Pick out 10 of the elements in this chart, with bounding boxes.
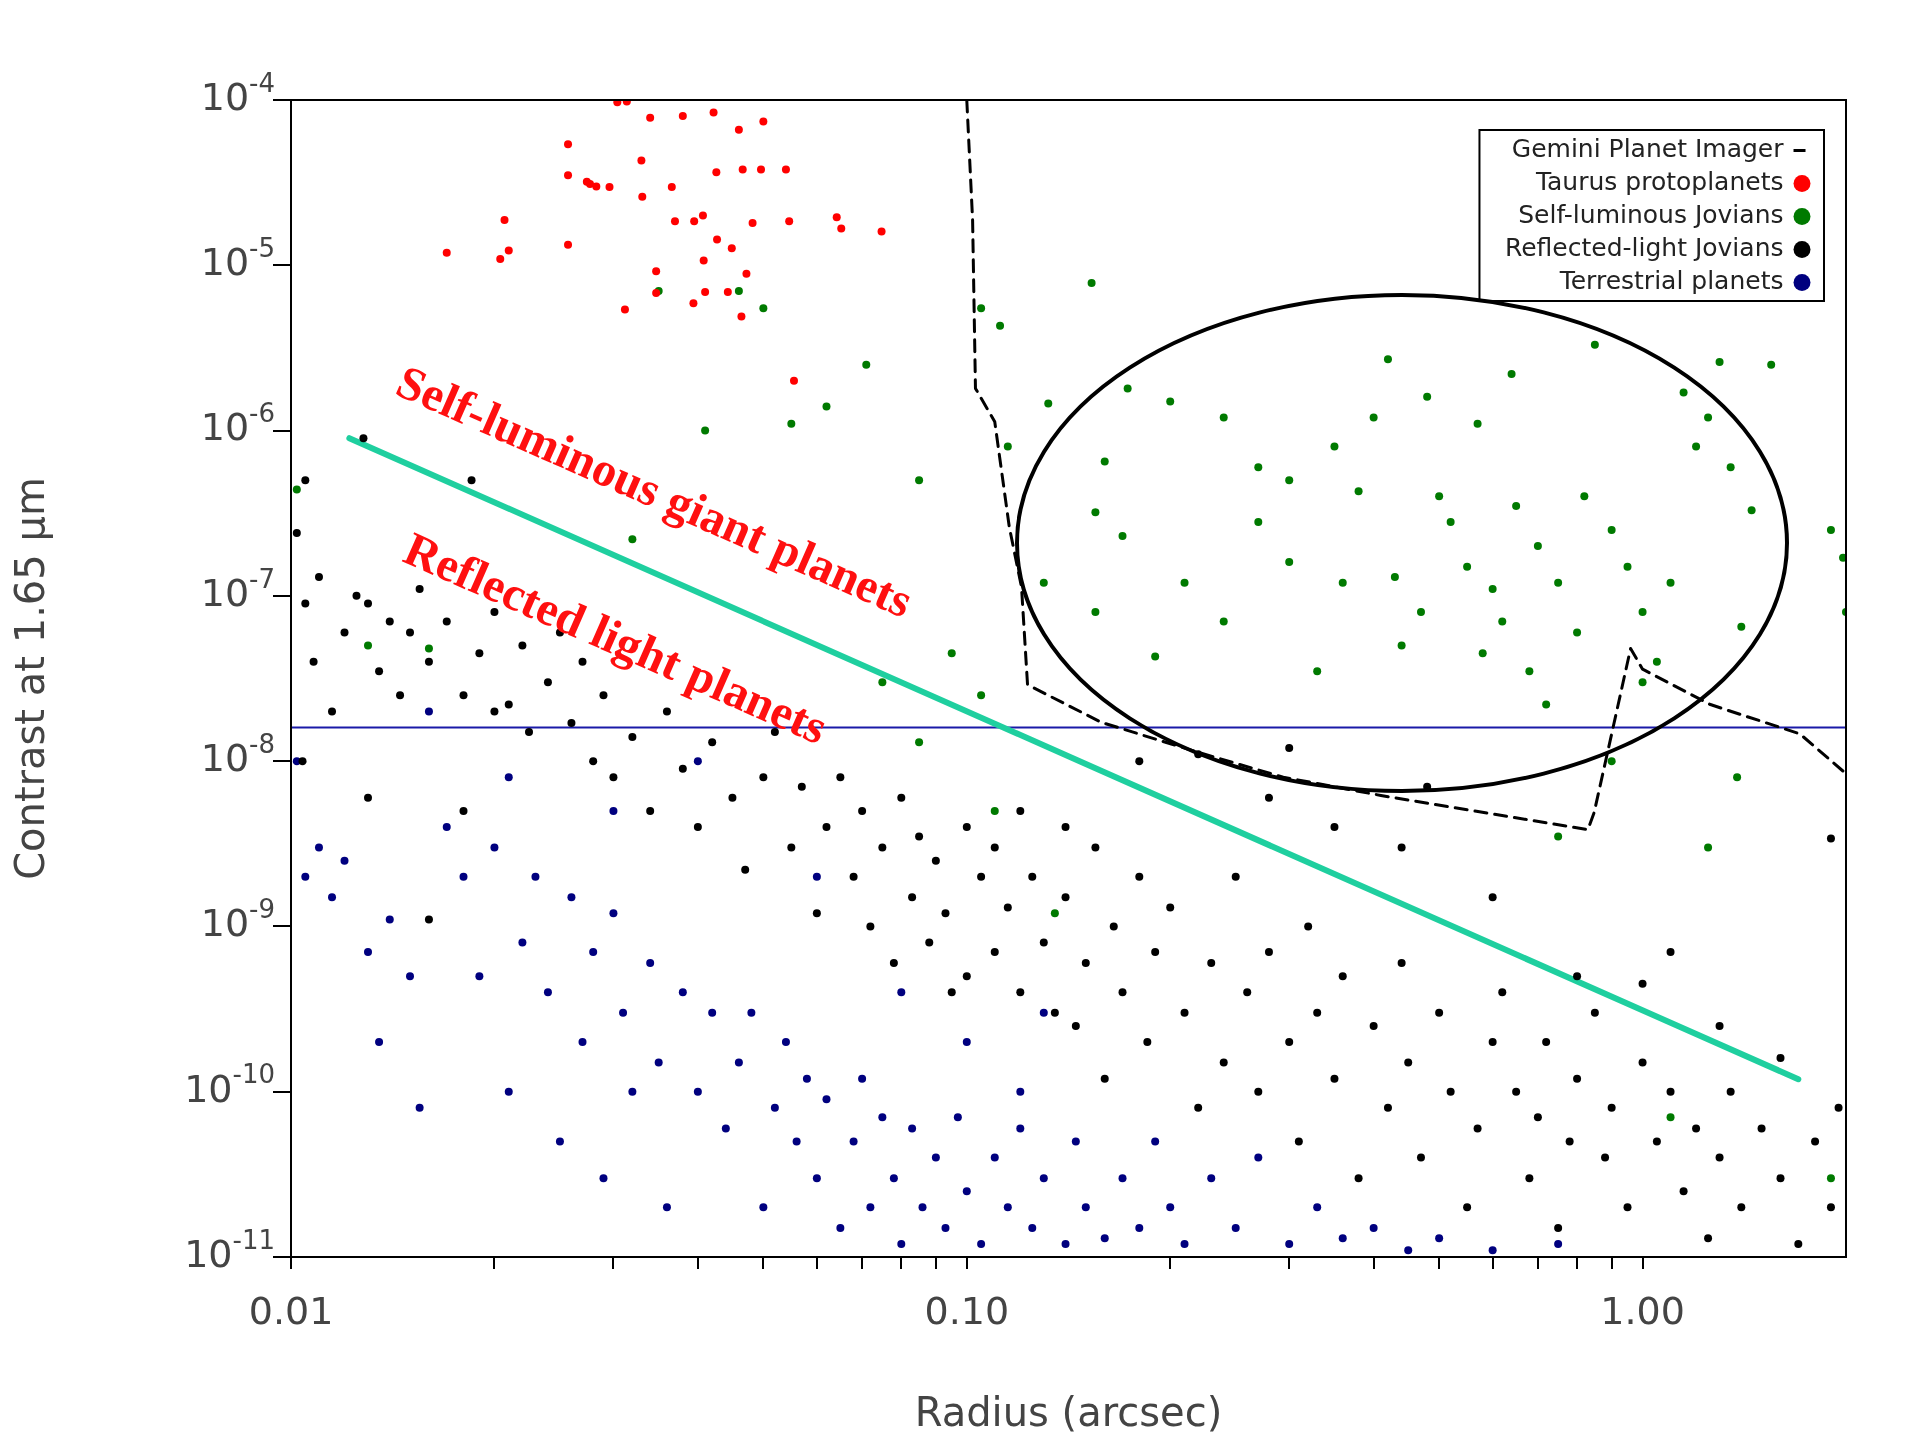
legend-label: Reflected-light Jovians	[1504, 233, 1784, 262]
legend-label: Gemini Planet Imager	[1511, 134, 1785, 163]
legend-label: Taurus protoplanets	[1534, 167, 1784, 196]
x-tick-label: 0.10	[924, 1288, 1010, 1333]
x-axis-title: Radius (arcsec)	[914, 1389, 1223, 1436]
x-tick-label: 0.01	[248, 1288, 334, 1333]
legend-label: Terrestrial planets	[1558, 266, 1784, 295]
legend-label: Self-luminous Jovians	[1518, 200, 1784, 229]
x-tick-label: 1.00	[1600, 1288, 1685, 1333]
y-axis-title: Contrast at 1.65 μm	[7, 477, 54, 880]
